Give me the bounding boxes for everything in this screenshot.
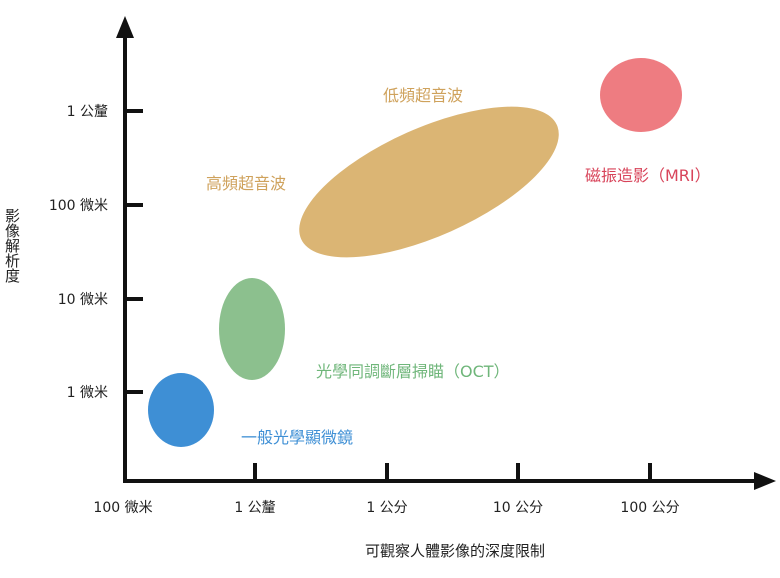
label-high-freq-ultrasound: 高頻超音波 (206, 174, 286, 193)
y-tick-label: 10 微米 (58, 292, 108, 308)
y-tick-label: 1 微米 (67, 385, 108, 401)
x-axis-title: 可觀察人體影像的深度限制 (365, 542, 545, 560)
region-light-microscope (148, 373, 214, 447)
label-light-microscope: 一般光學顯微鏡 (241, 428, 353, 447)
x-tick-label: 1 公分 (366, 500, 407, 516)
y-axis-arrow-icon (116, 16, 134, 38)
label-oct: 光學同調斷層掃瞄（OCT） (316, 362, 510, 381)
label-mri: 磁振造影（MRI） (585, 166, 711, 185)
x-tick-label: 100 公分 (620, 500, 679, 516)
y-tick-label: 100 微米 (49, 198, 108, 214)
x-tick-label: 1 公釐 (234, 500, 275, 516)
label-low-freq-ultrasound: 低頻超音波 (383, 86, 463, 105)
x-tick-label: 100 微米 (93, 500, 152, 516)
y-axis-title: 影像解析度 (3, 208, 21, 283)
x-axis-arrow-icon (754, 472, 776, 490)
region-ultrasound (299, 106, 559, 258)
region-oct (219, 278, 285, 380)
x-tick-label: 10 公分 (493, 500, 543, 516)
y-tick-label: 1 公釐 (67, 104, 108, 120)
region-mri (600, 58, 682, 132)
